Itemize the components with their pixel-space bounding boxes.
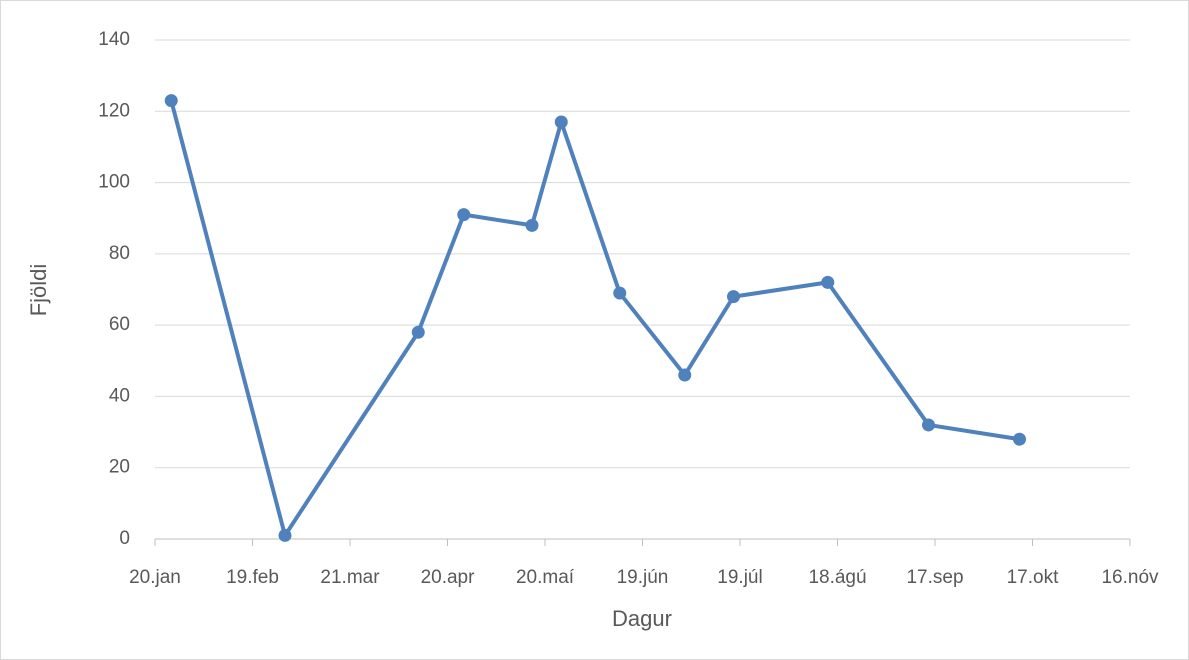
x-tick-label: 18.ágú [808, 567, 866, 588]
marker [411, 325, 425, 339]
marker [922, 418, 935, 432]
marker [554, 115, 568, 129]
y-tick-label: 0 [119, 528, 130, 549]
marker [1013, 432, 1026, 446]
y-tick-label: 100 [98, 172, 130, 193]
y-tick-label: 60 [109, 314, 130, 335]
x-tick-label: 19.júl [717, 567, 762, 588]
marker [821, 275, 835, 289]
marker [457, 208, 471, 222]
line [169, 100, 1020, 538]
y-tick-label: 80 [109, 243, 130, 264]
x-tick-label: 21.mar [320, 567, 380, 588]
x-tick-label: 17.okt [1007, 567, 1059, 588]
marker [727, 290, 740, 304]
x-tick-label: 19.feb [226, 567, 279, 588]
marker [278, 528, 292, 542]
y-tick-label: 20 [109, 457, 130, 478]
marker [525, 218, 539, 232]
x-tick-label: 20.apr [421, 567, 476, 588]
marker [678, 368, 692, 382]
x-tick-label: 20.maí [516, 567, 575, 588]
x-axis-title: Dagur [612, 606, 672, 631]
x-tick-label: 19.jún [617, 567, 669, 588]
x-tick-label: 17.sep [906, 567, 963, 588]
y-tick-label: 120 [98, 100, 130, 121]
y-tick-label: 140 [98, 29, 130, 50]
x-tick-label: 20.jan [129, 567, 181, 588]
y-tick-label: 40 [109, 385, 130, 406]
x-tick-label: 16.nóv [1101, 567, 1159, 588]
marker [164, 94, 178, 108]
y-axis-title: Fjöldi [26, 264, 51, 317]
marker [613, 286, 627, 300]
